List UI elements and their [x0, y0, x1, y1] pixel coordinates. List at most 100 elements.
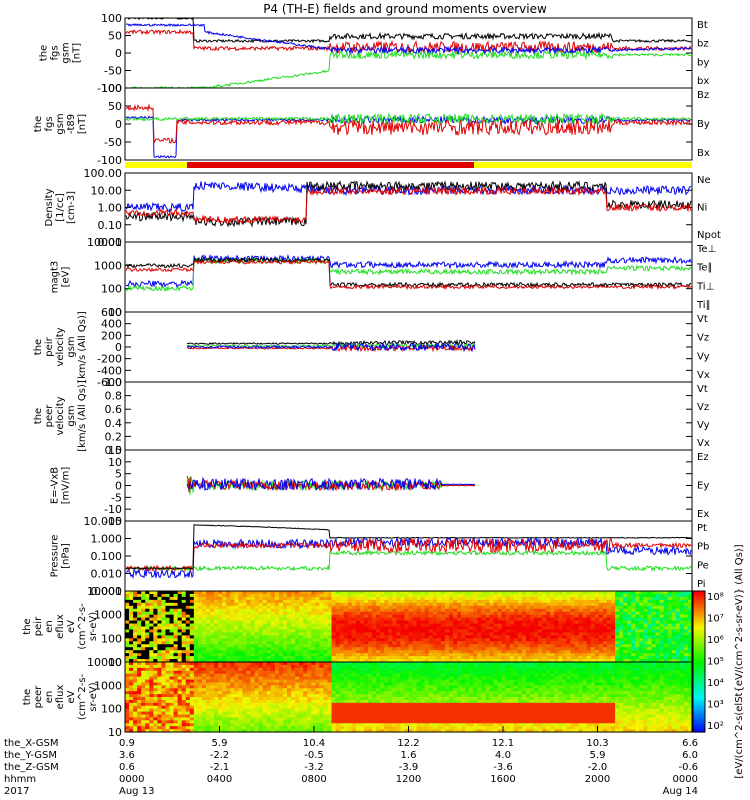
spectrogram-cell [530, 605, 535, 610]
spectrogram-cell [246, 659, 252, 663]
spectrogram-cell [457, 638, 462, 642]
spectrogram-cell [246, 635, 252, 639]
spectrogram-cell [570, 659, 576, 663]
spectrogram-cell [250, 629, 256, 634]
spectrogram-cell [440, 599, 446, 604]
spectrogram-cell [185, 653, 191, 657]
spectrogram-cell [667, 602, 673, 607]
spectrogram-cell [566, 596, 572, 601]
spectrogram-cell [554, 620, 559, 625]
spectrogram-cell [683, 650, 689, 654]
spectrogram-cell [214, 629, 219, 634]
spectrogram-cell [238, 656, 244, 660]
spectrogram-cell [218, 596, 223, 601]
spectrogram-cell [327, 705, 333, 710]
spectrogram-cell [173, 599, 179, 604]
spectrogram-cell [659, 629, 665, 634]
spectrogram-cell [319, 694, 325, 698]
spectrogram-cell [173, 673, 179, 678]
spectrogram-cell [623, 656, 628, 660]
spectrogram-cell [461, 635, 466, 639]
spectrogram-cell [368, 659, 373, 663]
spectrogram-cell [177, 617, 183, 622]
spectrogram-cell [299, 596, 304, 601]
spectrogram-cell [299, 620, 304, 625]
ylabel: magt3[eV] [50, 261, 72, 294]
spectrogram-cell [210, 691, 215, 695]
spectrogram-cell [169, 717, 175, 721]
spectrogram-cell [262, 656, 268, 660]
spectrogram-cell [125, 656, 130, 660]
spectrogram-cell [250, 697, 256, 701]
spectrogram-cell [408, 635, 414, 639]
spectrogram-cell [274, 676, 280, 681]
spectrogram-cell [574, 632, 580, 636]
ytick-label: 0.2 [105, 430, 123, 443]
spectrogram-cell [153, 635, 158, 639]
spectrogram-cell [278, 641, 284, 645]
spectrogram-cell [189, 647, 195, 651]
spectrogram-cell [440, 620, 446, 625]
spectrogram-cell [161, 629, 167, 634]
spectrogram-cell [372, 656, 377, 660]
spectrogram-cell [311, 591, 316, 595]
spectrogram-cell [299, 629, 304, 634]
spectrogram-cell [521, 632, 527, 636]
spectrogram-cell [173, 708, 179, 713]
spectrogram-cell [432, 620, 438, 625]
spectrogram-cell [327, 697, 333, 701]
spectrogram-cell [173, 605, 179, 610]
spectrogram-cell [461, 593, 466, 598]
spectrogram-cell [590, 602, 596, 607]
spectrogram-cell [287, 629, 292, 634]
spectrogram-cell [542, 591, 547, 595]
spectrogram-cell [392, 591, 397, 595]
spectrogram-cell [558, 629, 563, 634]
spectrogram-cell [331, 656, 337, 660]
spectrogram-cell [574, 644, 580, 648]
spectrogram-cell [473, 611, 478, 616]
spectrogram-cell [570, 620, 576, 625]
spectrogram-cell [368, 647, 373, 651]
spectrogram-cell [436, 617, 442, 622]
spectrogram-cell [274, 608, 280, 613]
spectrogram-cell [157, 626, 163, 631]
spectrogram-cell [412, 644, 418, 648]
spectrogram-cell [627, 614, 632, 619]
spectrogram-cell [538, 656, 543, 660]
spectrogram-cell [400, 623, 406, 628]
spectrogram-cell [165, 670, 171, 675]
spectrogram-cell [554, 638, 559, 642]
spectrogram-cell [509, 638, 515, 642]
spectrogram-cell [193, 673, 199, 678]
spectrogram-cell [546, 641, 551, 645]
spectrogram-cell [266, 632, 272, 636]
spectrogram-cell [210, 682, 215, 686]
spectrogram-cell [319, 626, 325, 631]
spectrogram-cell [355, 623, 361, 628]
spectrogram-cell [218, 614, 223, 619]
spectrogram-cell [157, 656, 163, 660]
spectrogram-cell [189, 726, 195, 730]
spectrogram-cell [651, 659, 657, 663]
spectrogram-cell [615, 605, 620, 610]
spectrogram-cell [145, 591, 150, 595]
spectrogram-cell [230, 702, 235, 707]
spectrogram-cell [440, 656, 446, 660]
spectrogram-cell [639, 641, 644, 645]
spectrogram-cell [335, 711, 341, 716]
spectrogram-cell [189, 629, 195, 634]
spectrogram-cell [347, 659, 353, 663]
spectrogram-cell [586, 659, 592, 663]
spectrogram-cell [327, 608, 333, 613]
spectrogram-cell [623, 614, 628, 619]
ylabel: thepeirenefluxeV(cm^2-s-sr-eV) [22, 603, 99, 650]
spectrogram-cell [206, 617, 211, 622]
spectrogram-cell [351, 599, 357, 604]
spectrogram-cell [295, 611, 300, 616]
spectrogram-cell [262, 591, 268, 595]
spectrogram-cell [525, 617, 531, 622]
spectrogram-cell [141, 647, 146, 651]
spectrogram-cell [505, 659, 511, 663]
spectrogram-cell [639, 617, 644, 622]
